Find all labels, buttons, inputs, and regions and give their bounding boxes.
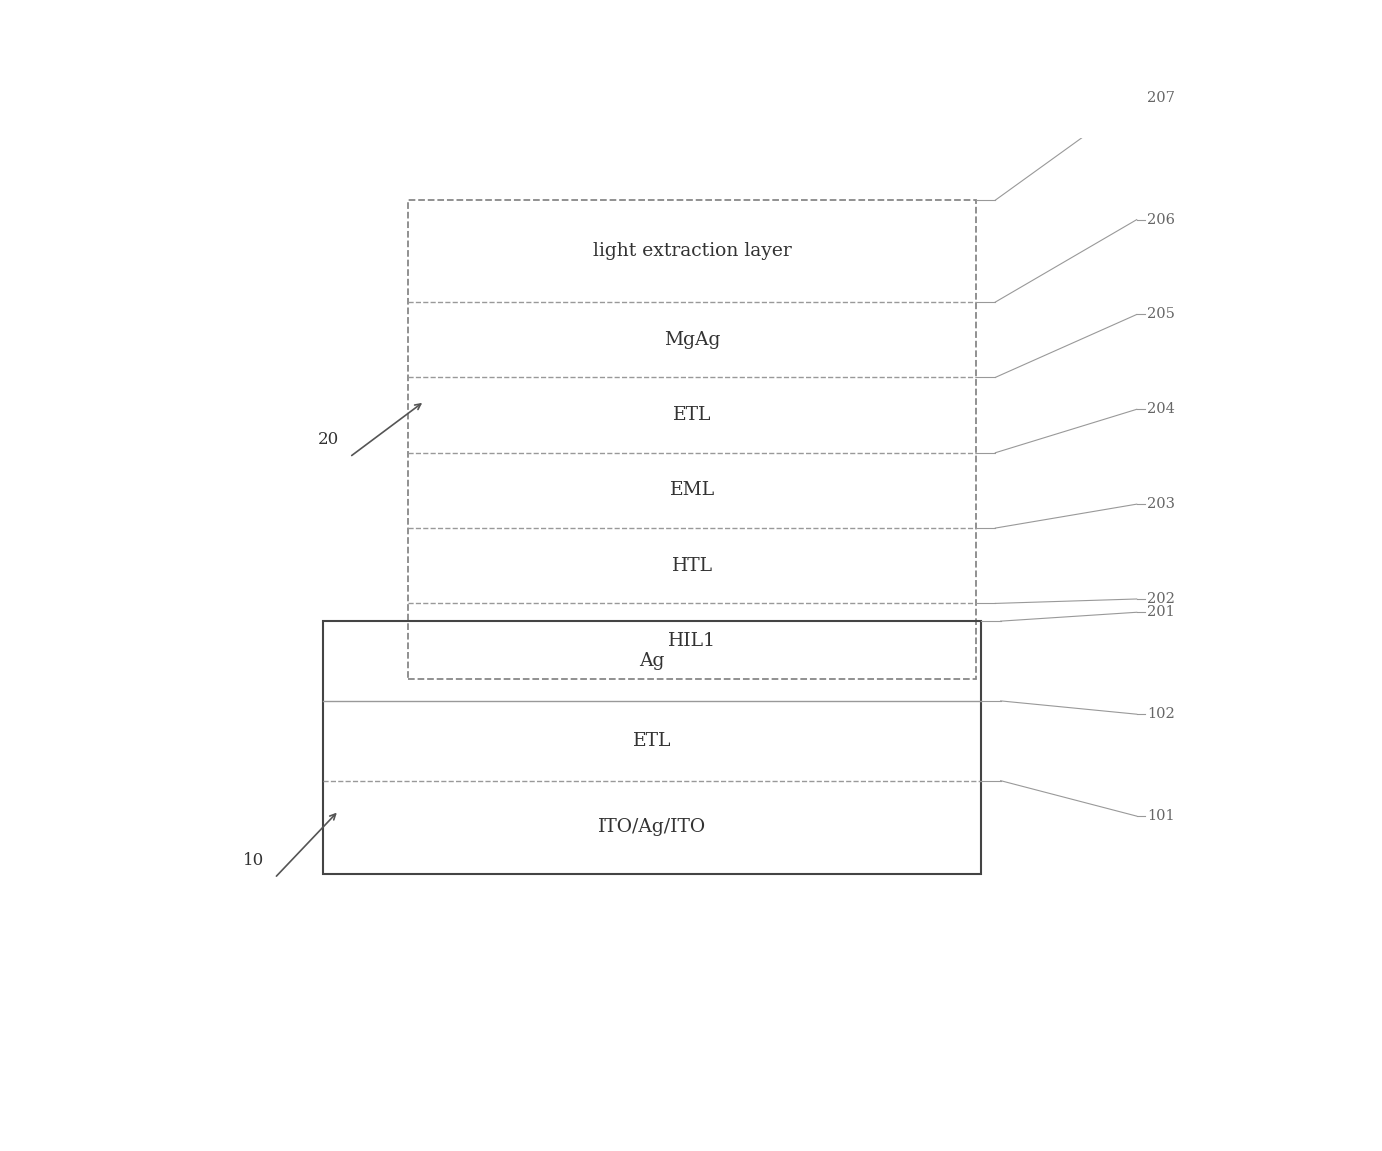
Text: HIL1: HIL1 <box>669 632 716 650</box>
Text: 207: 207 <box>1147 91 1175 105</box>
Text: ITO/Ag/ITO: ITO/Ag/ITO <box>598 818 706 836</box>
Text: HTL: HTL <box>672 557 713 574</box>
Text: 206: 206 <box>1147 213 1176 227</box>
Text: 20: 20 <box>318 430 339 448</box>
Text: ETL: ETL <box>633 732 672 749</box>
Text: Ag: Ag <box>640 651 665 670</box>
Bar <box>409 200 976 679</box>
Text: 203: 203 <box>1147 497 1176 511</box>
Text: 201: 201 <box>1147 605 1175 619</box>
Text: 205: 205 <box>1147 307 1175 321</box>
Text: 10: 10 <box>242 852 264 869</box>
Text: 102: 102 <box>1147 707 1175 722</box>
Bar <box>322 622 981 874</box>
Text: EML: EML <box>670 481 714 500</box>
Text: ETL: ETL <box>673 406 712 424</box>
Text: 202: 202 <box>1147 592 1175 605</box>
Text: MgAg: MgAg <box>663 330 720 349</box>
Text: 204: 204 <box>1147 403 1175 417</box>
Text: 101: 101 <box>1147 809 1175 823</box>
Text: light extraction layer: light extraction layer <box>593 242 792 260</box>
